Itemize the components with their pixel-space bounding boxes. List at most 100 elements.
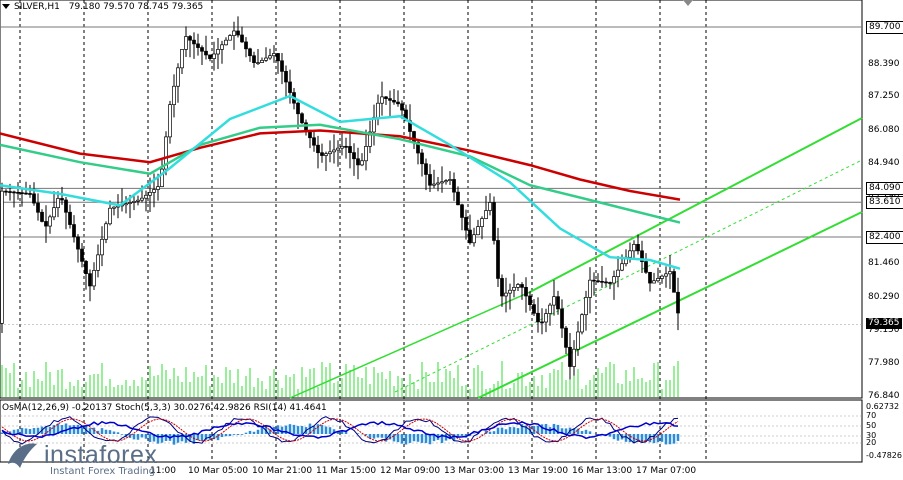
candle-body [664,273,668,277]
volume-bars [1,361,679,397]
candle-body [236,30,240,36]
candle-body [632,244,636,252]
candle-body [256,62,260,64]
candle-body [552,296,556,306]
candle-body [488,202,492,211]
candle-body [260,59,264,63]
moving-average-cyan [0,94,681,270]
logo-text: instaforex [44,441,158,469]
instaforex-logo: instaforex Instant Forex Trading [4,440,158,477]
candle-body [524,287,528,297]
candle-body [520,284,524,288]
candle-body [388,98,392,101]
candle-body [360,160,364,166]
candle-body [12,191,16,194]
indicator-level-label: 70 [866,411,877,420]
candle-body [152,189,156,193]
candle-body [160,168,164,188]
candle-body [20,192,24,195]
candle-body [376,102,380,118]
candle-body [208,54,212,59]
candle-body [8,191,12,193]
candle-body [468,229,472,244]
candle-body [284,71,288,83]
time-tick-label: 12 Mar 09:00 [380,466,441,476]
candle-body [348,146,352,153]
time-tick-label: 17 Mar 07:00 [636,466,697,476]
candle-body [432,183,436,186]
candle-body [328,151,332,155]
candle-body [288,81,292,93]
time-tick-label: 11 Mar 15:00 [316,466,377,476]
candle-body [280,60,284,72]
candle-body [272,53,276,57]
candle-body [180,49,184,69]
candle-body [52,207,56,218]
candle-body [144,194,148,199]
candle-body [572,348,576,367]
time-tick-label: 11:00 [150,466,176,476]
candle-body [644,261,648,273]
candle-body [424,163,428,175]
candle-body [496,240,500,279]
candle-body [184,36,188,50]
candle-body [312,137,316,146]
candle-body [560,308,564,329]
candle-body [64,199,68,213]
candle-body [380,96,384,104]
time-tick-label: 10 Mar 21:00 [252,466,313,476]
candle-body [72,224,76,238]
candle-body [276,53,280,62]
candle-body [132,200,136,203]
candle-body [528,295,532,305]
ohlc-values: 79.180 79.570 78.745 79.365 [68,2,204,12]
candle-body [392,99,396,103]
candle-body [652,280,656,284]
price-tick-label: 76.840 [868,391,900,401]
candle-body [544,313,548,323]
candle-body [324,153,328,156]
candle-body [400,103,404,111]
candle-body [156,186,160,190]
candle-body [636,244,640,252]
candle-body [196,43,200,48]
candle-body [640,250,644,262]
price-tick-label: 80.290 [868,291,900,302]
candle-body [556,296,560,310]
price-tick-label: 84.940 [868,157,900,168]
candle-body [80,248,84,262]
candle-body [252,55,256,63]
price-tick-label: 81.460 [868,258,900,269]
candle-body [4,190,8,193]
time-tick-label: 13 Mar 03:00 [444,466,505,476]
indicator-top-label: 0.62732 [866,402,900,411]
chart-shift-marker[interactable] [683,0,693,6]
candle-body [364,146,368,162]
candle-body [536,312,540,323]
candle-body [60,198,64,201]
candle-body [656,278,660,282]
candle-body [340,145,344,149]
chart-header: SILVER,H1 79.180 79.570 78.745 79.365 [2,2,203,12]
candle-body [608,282,612,284]
candle-body [420,152,424,165]
chevron-down-icon[interactable] [2,4,10,9]
indicator-level-label: 30 [866,431,877,440]
rsi-line [1,420,679,440]
price-tick-label: 87.250 [868,91,900,102]
candle-body [244,41,248,50]
candle-body [92,270,96,287]
price-level-label: 82.400 [866,231,903,244]
candle-body [356,158,360,166]
candle-body [648,271,652,284]
candle-body [564,327,568,348]
price-tick-label: 83.790 [866,191,902,202]
candle-body [264,57,268,61]
candle-body [344,145,348,148]
logo-tagline: Instant Forex Trading [50,466,156,477]
candle-body [204,50,208,56]
candle-body [76,236,80,250]
candle-body [112,206,116,209]
candle-body [56,198,60,209]
